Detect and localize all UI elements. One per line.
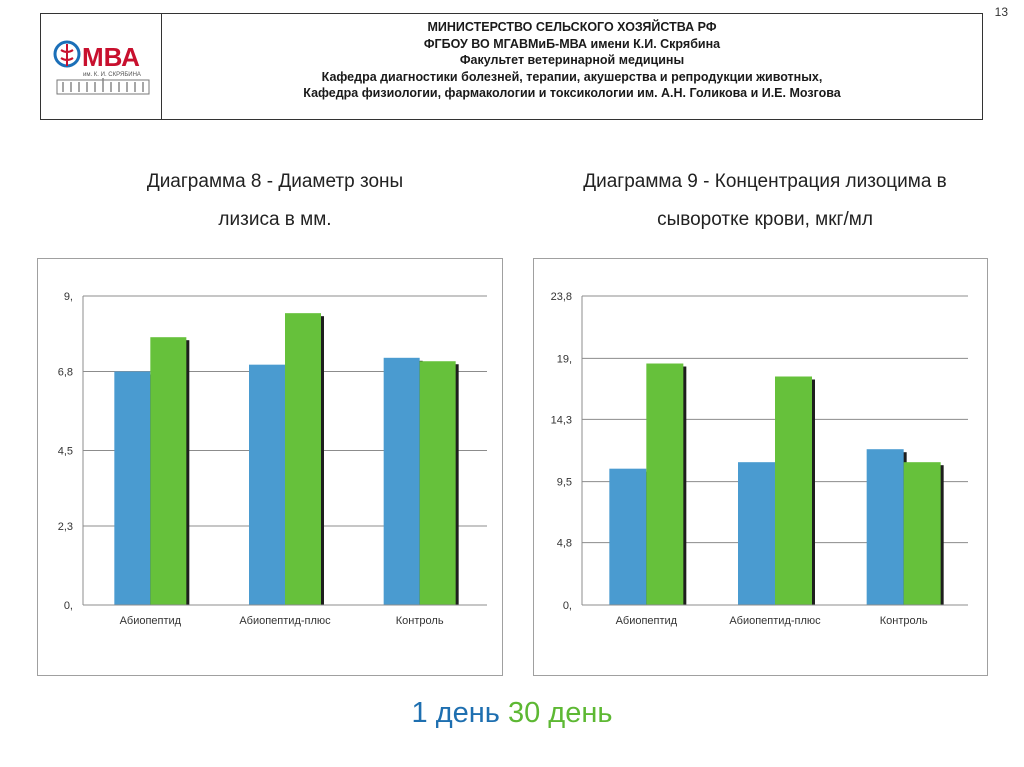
bar <box>738 462 775 605</box>
y-tick-label: 4,5 <box>58 446 73 458</box>
logo-text: МВА <box>82 42 140 72</box>
category-label: Контроль <box>880 615 928 627</box>
chart-9: 0, 4,8 9,5 14,3 19, 23,8 Абиопептид Абиопептид-… <box>533 258 988 676</box>
page-number: 13 <box>994 5 1008 19</box>
chart-9-title-line-1: Диаграмма 9 - Концентрация лизоцима в <box>583 171 947 192</box>
chart-9-title-line-2: сыворотке крови, мкг/мл <box>657 209 873 230</box>
category-label: Абиопептид-плюс <box>239 615 331 627</box>
bar <box>383 357 420 605</box>
bar <box>419 361 456 605</box>
header-line-ministry: МИНИСТЕРСТВО СЕЛЬСКОГО ХОЗЯЙСТВА РФ <box>427 20 717 34</box>
y-tick-label: 4,8 <box>557 538 572 550</box>
legend-series-1: 1 день <box>411 697 500 729</box>
header-text: МИНИСТЕРСТВО СЕЛЬСКОГО ХОЗЯЙСТВА РФ ФГБО… <box>162 19 982 102</box>
chart-9-plot: 0, 4,8 9,5 14,3 19, 23,8 Абиопептид Абиопептид-… <box>551 291 968 627</box>
bar <box>150 337 187 605</box>
category-label: Абиопептид <box>616 615 678 627</box>
header-line-department-1: Кафедра диагностики болезней, терапии, а… <box>321 69 823 84</box>
bar <box>249 364 285 605</box>
mva-logo-icon: МВА им. К. И. СКРЯБИНА <box>53 40 150 95</box>
header-line-academy: ФГБОУ ВО МГАВМиБ-МВА имени К.И. Скрябина <box>423 36 721 51</box>
logo-subtext: им. К. И. СКРЯБИНА <box>83 72 141 78</box>
y-tick-label: 6,8 <box>58 367 73 379</box>
category-label: Абиопептид <box>120 615 182 627</box>
y-tick-label: 9,5 <box>557 477 572 489</box>
y-tick-label: 23,8 <box>551 291 572 303</box>
legend-series-2: 30 день <box>507 697 613 729</box>
y-tick-label: 19, <box>557 353 572 365</box>
logo-building-columns <box>62 78 144 92</box>
bar <box>775 376 812 605</box>
y-tick-label: 14,3 <box>551 414 572 426</box>
logo-snake <box>60 44 74 66</box>
bar <box>646 363 684 605</box>
header-box: МВА им. К. И. СКРЯБИНА МИНИСТЕРСТВО СЕЛЬ… <box>40 13 983 120</box>
y-tick-label: 0, <box>64 600 73 612</box>
chart-8-title-line-2: лизиса в мм. <box>218 209 332 230</box>
chart-8: 0, 2,3 4,5 6,8 9, Абиопептид Абиопептид-плюс Ко… <box>37 258 503 676</box>
y-tick-label: 0, <box>563 600 572 612</box>
y-tick-label: 2,3 <box>58 521 73 533</box>
logo-cell: МВА им. К. И. СКРЯБИНА <box>41 14 162 119</box>
legend-caption: 1 день 30 день <box>0 693 1024 733</box>
category-label: Контроль <box>396 615 444 627</box>
chart-8-plot: 0, 2,3 4,5 6,8 9, Абиопептид Абиопептид-плюс Ко… <box>58 291 487 627</box>
header-line-department-2: Кафедра физиологии, фармакологии и токси… <box>303 86 841 100</box>
bar <box>114 371 151 605</box>
y-tick-label: 9, <box>64 291 73 303</box>
bar <box>609 468 647 605</box>
bar <box>903 462 941 605</box>
chart-8-title: Диаграмма 8 - Диаметр зоны лизиса в мм. <box>80 163 470 239</box>
bar <box>866 449 904 605</box>
chart-8-title-line-1: Диаграмма 8 - Диаметр зоны <box>146 171 404 192</box>
header-line-faculty: Факультет ветеринарной медицины <box>459 53 685 67</box>
chart-9-title: Диаграмма 9 - Концентрация лизоцима в сы… <box>530 163 1000 239</box>
bar <box>285 313 321 605</box>
category-label: Абиопептид-плюс <box>729 615 821 627</box>
